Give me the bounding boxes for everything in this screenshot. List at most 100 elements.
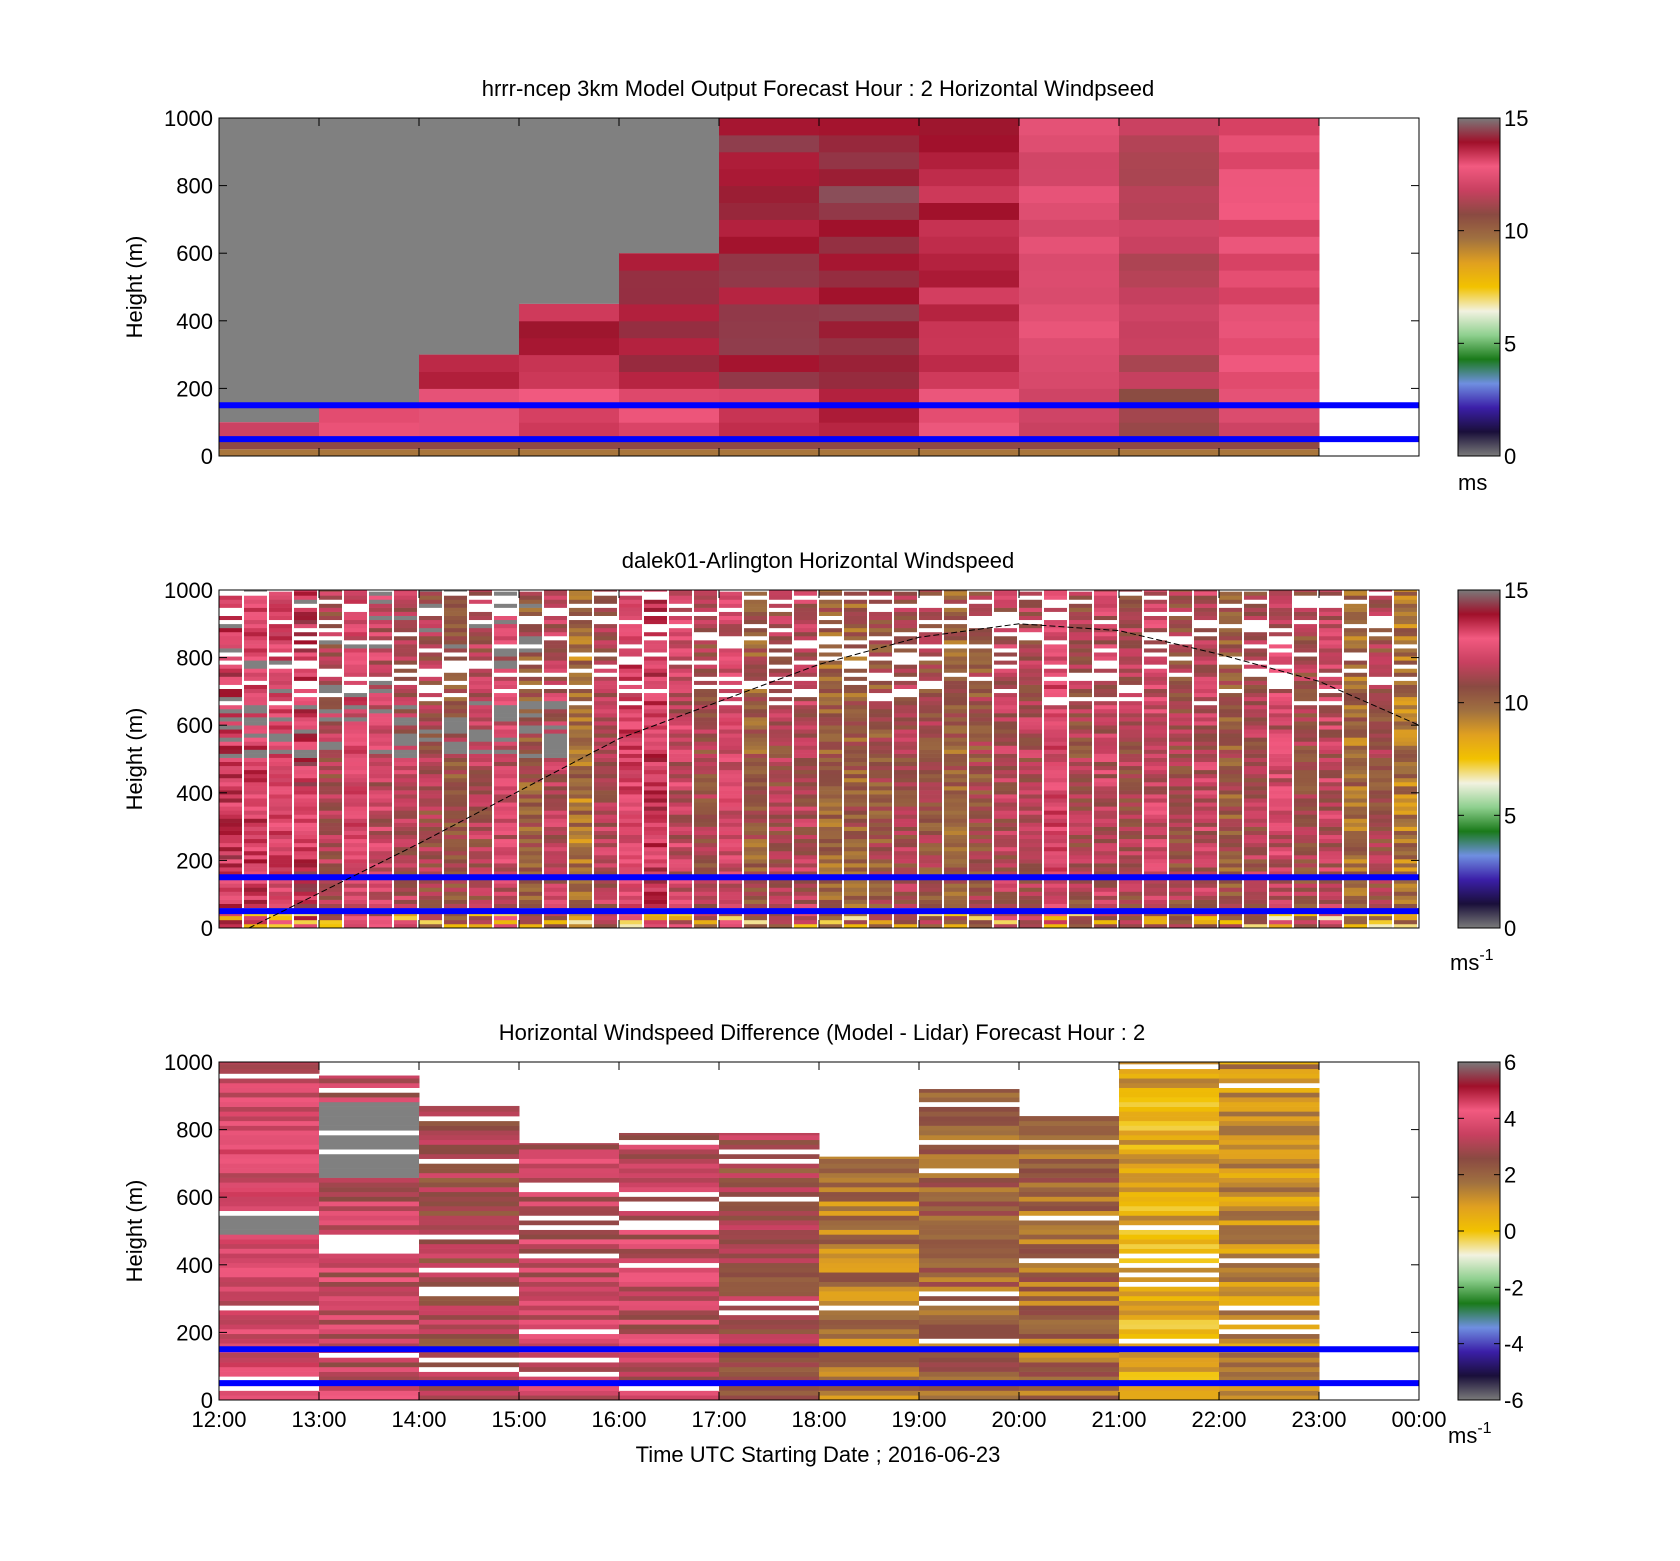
heatmap-cell — [1394, 794, 1417, 799]
heatmap-cell — [719, 449, 820, 456]
heatmap-cell — [469, 607, 492, 612]
heatmap-cell — [344, 814, 367, 819]
heatmap-cell — [294, 790, 317, 795]
heatmap-cell — [794, 757, 817, 763]
heatmap-cell — [219, 704, 242, 710]
heatmap-cell — [744, 810, 767, 815]
heatmap-cell — [1344, 737, 1367, 742]
heatmap-cell — [1219, 903, 1242, 909]
heatmap-cell — [619, 1149, 720, 1155]
heatmap-cell — [1144, 895, 1167, 900]
heatmap-cell — [919, 692, 942, 698]
heatmap-cell — [419, 1105, 520, 1107]
heatmap-cell — [319, 903, 342, 909]
heatmap-cell — [1144, 725, 1167, 730]
heatmap-cell — [719, 1239, 820, 1245]
heatmap-cell — [719, 1215, 820, 1221]
heatmap-cell — [394, 842, 417, 848]
heatmap-cell — [1219, 830, 1242, 836]
heatmap-cell — [1369, 737, 1392, 742]
heatmap-cell — [1319, 725, 1342, 730]
heatmap-cell — [494, 834, 517, 840]
heatmap-cell — [669, 806, 692, 811]
heatmap-cell — [869, 806, 892, 811]
heatmap-cell — [944, 631, 967, 637]
heatmap-cell — [1394, 623, 1417, 629]
heatmap-cell — [469, 814, 492, 819]
heatmap-cell — [544, 733, 567, 738]
heatmap-cell — [819, 802, 842, 807]
heatmap-cell — [394, 814, 417, 819]
heatmap-cell — [919, 1314, 1020, 1320]
heatmap-cell — [1069, 773, 1092, 779]
heatmap-cell — [1044, 923, 1067, 928]
heatmap-cell — [419, 591, 442, 596]
heatmap-cell — [819, 680, 842, 685]
heatmap-cell — [1069, 891, 1092, 896]
heatmap-cell — [1244, 741, 1267, 746]
heatmap-cell — [1194, 753, 1217, 758]
heatmap-cell — [1044, 611, 1067, 616]
heatmap-cell — [719, 1144, 820, 1150]
heatmap-cell — [1169, 700, 1192, 706]
heatmap-cell — [219, 631, 242, 637]
heatmap-cell — [919, 725, 942, 730]
heatmap-cell — [1394, 757, 1417, 763]
heatmap-cell — [1319, 627, 1342, 633]
heatmap-cell — [544, 623, 567, 629]
heatmap-cell — [1144, 899, 1167, 904]
heatmap-cell — [1094, 684, 1117, 689]
heatmap-cell — [919, 883, 942, 888]
heatmap-cell — [1019, 854, 1042, 860]
heatmap-cell — [1394, 842, 1417, 848]
heatmap-cell — [269, 729, 292, 734]
heatmap-cell — [594, 591, 617, 596]
heatmap-cell — [1269, 611, 1292, 616]
heatmap-cell — [519, 741, 542, 746]
heatmap-cell — [1344, 741, 1367, 746]
heatmap-cell — [1019, 1362, 1120, 1368]
heatmap-cell — [1194, 879, 1217, 884]
heatmap-cell — [369, 599, 392, 604]
heatmap-cell — [294, 725, 317, 730]
heatmap-cell — [319, 850, 342, 856]
heatmap-cell — [569, 814, 592, 819]
heatmap-cell — [994, 798, 1017, 803]
heatmap-cell — [619, 1300, 720, 1306]
heatmap-cell — [519, 1300, 620, 1306]
heatmap-cell — [869, 591, 892, 596]
heatmap-cell — [1069, 619, 1092, 625]
heatmap-cell — [1294, 696, 1317, 702]
heatmap-cell — [219, 1097, 320, 1103]
heatmap-cell — [994, 794, 1017, 799]
heatmap-cell — [644, 607, 667, 612]
heatmap-cell — [944, 777, 967, 783]
heatmap-cell — [219, 1064, 320, 1070]
heatmap-cell — [594, 631, 617, 637]
heatmap-cell — [469, 717, 492, 722]
heatmap-cell — [269, 810, 292, 815]
heatmap-cell — [994, 834, 1017, 840]
y-tick-label: 0 — [201, 916, 213, 941]
heatmap-cell — [869, 619, 892, 625]
heatmap-cell — [819, 1196, 920, 1202]
heatmap-cell — [494, 713, 517, 718]
heatmap-cell — [644, 794, 667, 799]
heatmap-cell — [994, 781, 1017, 787]
heatmap-cell — [1269, 708, 1292, 714]
heatmap-cell — [1319, 915, 1342, 921]
heatmap-cell — [944, 648, 967, 653]
heatmap-cell — [1019, 688, 1042, 694]
heatmap-cell — [619, 834, 642, 840]
heatmap-cell — [519, 1172, 620, 1178]
heatmap-cell — [619, 741, 642, 746]
heatmap-cell — [644, 660, 667, 665]
heatmap-cell — [219, 899, 242, 904]
heatmap-cell — [244, 603, 267, 608]
heatmap-cell — [344, 623, 367, 629]
heatmap-cell — [419, 1215, 520, 1221]
heatmap-cell — [944, 883, 967, 888]
heatmap-cell — [744, 652, 767, 657]
heatmap-cell — [819, 1281, 920, 1287]
heatmap-cell — [1244, 640, 1267, 645]
